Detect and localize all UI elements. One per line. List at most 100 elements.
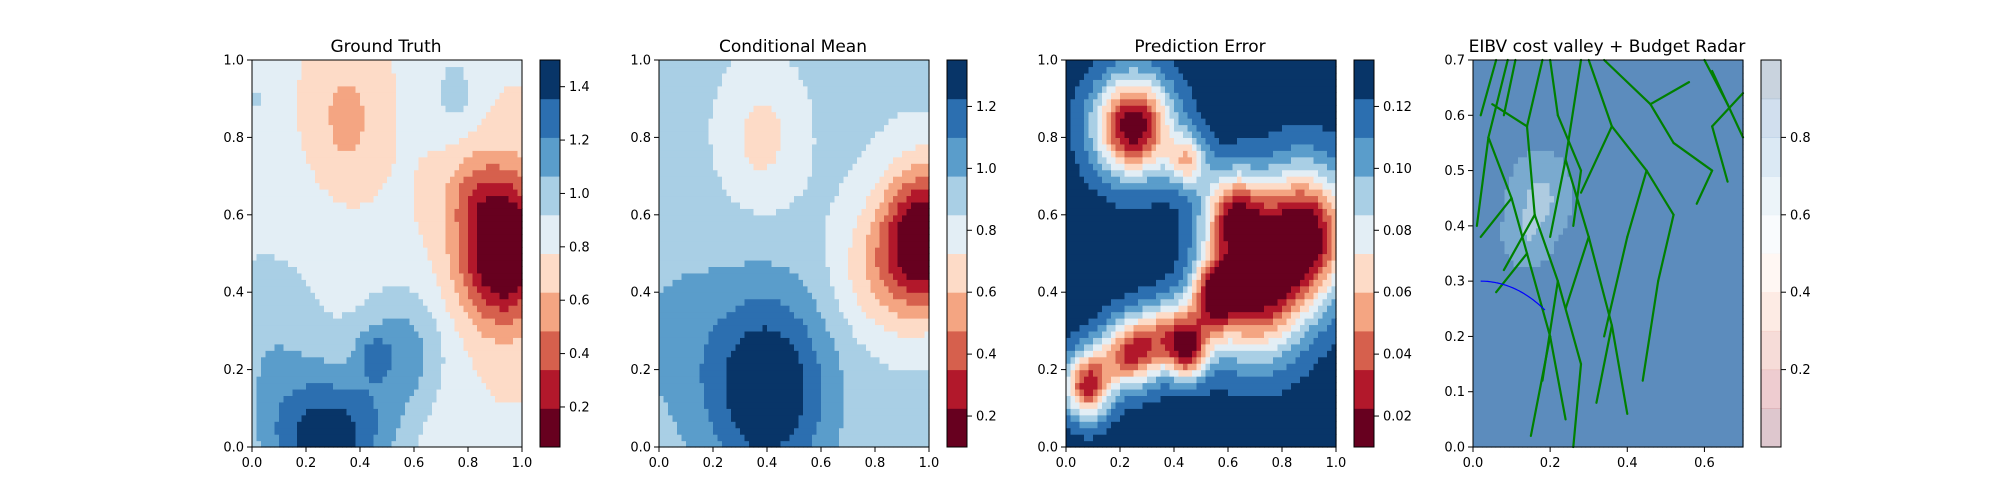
- heatmap-cell: [708, 356, 714, 364]
- heatmap-cell: [663, 124, 669, 132]
- heatmap-cell: [481, 272, 487, 280]
- heatmap-cell: [663, 266, 669, 274]
- heatmap-cell: [744, 356, 750, 364]
- heatmap-cell: [279, 298, 285, 306]
- heatmap-cell: [504, 376, 510, 384]
- heatmap-cell: [495, 189, 501, 197]
- heatmap-cell: [668, 234, 674, 242]
- heatmap-cell: [749, 201, 755, 209]
- heatmap-cell: [364, 163, 370, 171]
- heatmap-cell: [418, 72, 424, 80]
- heatmap-cell: [306, 98, 312, 106]
- heatmap-cell: [306, 318, 312, 326]
- heatmap-cell: [387, 311, 393, 319]
- heatmap-cell: [699, 414, 705, 422]
- heatmap-cell: [513, 298, 519, 306]
- heatmap-cell: [704, 163, 710, 171]
- heatmap-cell: [753, 279, 759, 287]
- heatmap-cell: [310, 408, 316, 416]
- heatmap-cell: [659, 343, 665, 351]
- heatmap-cell: [333, 195, 339, 203]
- heatmap-cell: [414, 60, 420, 68]
- heatmap-cell: [740, 163, 746, 171]
- heatmap-cell: [681, 130, 687, 138]
- heatmap-cell: [441, 259, 447, 267]
- heatmap-cell: [436, 343, 442, 351]
- heatmap-cell: [690, 195, 696, 203]
- heatmap-cell: [463, 414, 469, 422]
- heatmap-cell: [270, 176, 276, 184]
- heatmap-cell: [324, 169, 330, 177]
- heatmap-cell: [749, 369, 755, 377]
- heatmap-cell: [695, 156, 701, 164]
- heatmap-cell: [740, 169, 746, 177]
- heatmap-cell: [708, 156, 714, 164]
- heatmap-cell: [328, 118, 334, 126]
- colorbar-segment: [540, 330, 560, 371]
- heatmap-cell: [288, 330, 294, 338]
- heatmap-cell: [355, 343, 361, 351]
- heatmap-cell: [468, 434, 474, 442]
- heatmap-cell: [405, 363, 411, 371]
- heatmap-cell: [740, 350, 746, 358]
- heatmap-cell: [495, 98, 501, 106]
- heatmap-cell: [418, 279, 424, 287]
- heatmap-cell: [477, 337, 483, 345]
- heatmap-cell: [490, 298, 496, 306]
- heatmap-cell: [717, 311, 723, 319]
- heatmap-cell: [324, 427, 330, 435]
- heatmap-cell: [283, 66, 289, 74]
- heatmap-cell: [387, 401, 393, 409]
- heatmap-cell: [364, 337, 370, 345]
- heatmap-cell: [265, 201, 271, 209]
- heatmap-cell: [672, 234, 678, 242]
- heatmap-cell: [306, 350, 312, 358]
- heatmap-cell: [735, 176, 741, 184]
- heatmap-cell: [400, 124, 406, 132]
- heatmap-cell: [270, 434, 276, 442]
- heatmap-cell: [463, 176, 469, 184]
- heatmap-cell: [508, 408, 514, 416]
- heatmap-cell: [722, 234, 728, 242]
- heatmap-cell: [699, 259, 705, 267]
- heatmap-cell: [373, 111, 379, 119]
- heatmap-cell: [731, 440, 737, 448]
- heatmap-cell: [364, 130, 370, 138]
- heatmap-cell: [686, 395, 692, 403]
- heatmap-cell: [328, 105, 334, 113]
- heatmap-cell: [490, 234, 496, 242]
- heatmap-cell: [409, 279, 415, 287]
- heatmap-cell: [749, 137, 755, 145]
- heatmap-cell: [468, 285, 474, 293]
- heatmap-cell: [708, 169, 714, 177]
- heatmap-cell: [504, 369, 510, 377]
- heatmap-cell: [391, 356, 397, 364]
- heatmap-cell: [355, 311, 361, 319]
- heatmap-cell: [713, 350, 719, 358]
- heatmap-cell: [423, 92, 429, 100]
- heatmap-cell: [436, 150, 442, 158]
- heatmap-cell: [735, 305, 741, 313]
- heatmap-cell: [409, 434, 415, 442]
- heatmap-cell: [659, 376, 665, 384]
- heatmap-cell: [477, 163, 483, 171]
- heatmap-cell: [405, 208, 411, 216]
- heatmap-cell: [333, 311, 339, 319]
- heatmap-cell: [681, 395, 687, 403]
- axes-frame: [251, 59, 523, 448]
- heatmap-cell: [355, 221, 361, 229]
- heatmap-cell: [342, 388, 348, 396]
- heatmap-cell: [717, 259, 723, 267]
- heatmap-cell: [400, 105, 406, 113]
- heatmap-cell: [306, 150, 312, 158]
- heatmap-cell: [708, 330, 714, 338]
- heatmap-cell: [668, 427, 674, 435]
- heatmap-cell: [283, 247, 289, 255]
- heatmap-cell: [672, 66, 678, 74]
- heatmap-cell: [256, 337, 262, 345]
- heatmap-cell: [351, 343, 357, 351]
- heatmap-cell: [396, 408, 402, 416]
- heatmap-cell: [414, 98, 420, 106]
- heatmap-cell: [364, 311, 370, 319]
- heatmap-cell: [297, 208, 303, 216]
